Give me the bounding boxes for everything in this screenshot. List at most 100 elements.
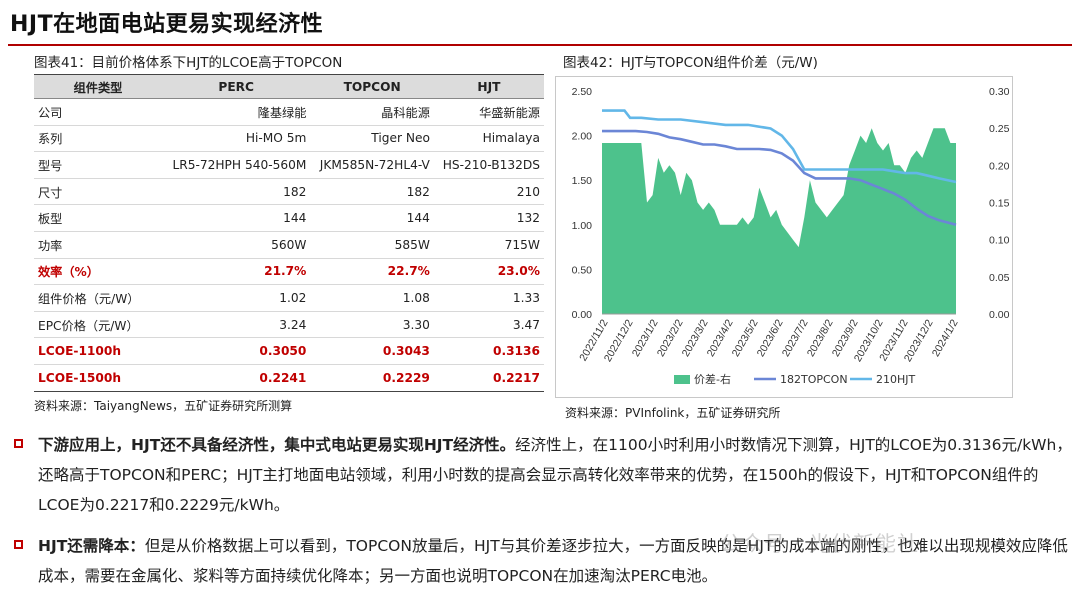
table-cell: 隆基绿能 — [162, 98, 311, 126]
table-cell: 560W — [162, 231, 311, 259]
title-divider — [8, 44, 1072, 46]
table-cell: 1.08 — [310, 284, 434, 312]
table-cell: 22.7% — [310, 258, 434, 286]
table-cell: Hi-MO 5m — [162, 125, 311, 153]
y-right-tick-label: 0.20 — [989, 160, 1010, 172]
table-row: 尺寸 182 182 210 — [34, 178, 544, 206]
y-left-tick-label: 2.00 — [572, 131, 593, 143]
bullet-1: 下游应用上，HJT还不具备经济性，集中式电站更易实现HJT经济性。经济性上，在1… — [14, 430, 1073, 520]
table-cell: Himalaya — [433, 125, 544, 153]
table-cell: 0.2241 — [162, 364, 311, 392]
table-row: 公司 隆基绿能 晶科能源 华盛新能源 — [34, 98, 544, 126]
table-cell: 0.2229 — [310, 364, 434, 392]
row-label: 功率 — [34, 231, 162, 259]
table-cell: 585W — [310, 231, 434, 259]
legend-entry-label: 价差-右 — [694, 372, 731, 386]
table-source: 资料来源：TaiyangNews，五矿证券研究所测算 — [34, 398, 293, 413]
table-cell: 182 — [310, 178, 434, 206]
table-row: LCOE-1500h 0.2241 0.2229 0.2217 — [34, 364, 544, 392]
row-label: LCOE-1500h — [34, 364, 162, 392]
bullet-2-bold: HJT还需降本： — [38, 537, 145, 555]
table-cell: 0.3043 — [310, 337, 434, 365]
table-header-row: 组件类型 PERC TOPCON HJT — [34, 74, 544, 99]
table-header: TOPCON — [310, 74, 434, 99]
y-right-tick-label: 0.25 — [989, 123, 1010, 135]
table-cell: 21.7% — [162, 258, 311, 286]
table-cell: Tiger Neo — [310, 125, 434, 153]
table-cell: 132 — [433, 204, 544, 232]
table-cell: 3.30 — [310, 311, 434, 339]
table-row: 板型 144 144 132 — [34, 204, 544, 232]
table-row: 功率 560W 585W 715W — [34, 231, 544, 259]
table-row: 型号 LR5-72HPH 540-560M JKM585N-72HL4-V HS-21… — [34, 151, 544, 179]
chart-source: 资料来源：PVInfolink，五矿证券研究所 — [565, 406, 781, 420]
table-row: 组件价格（元/W） 1.02 1.08 1.33 — [34, 284, 544, 312]
row-label: 组件价格（元/W） — [34, 284, 162, 312]
row-label: 型号 — [34, 151, 162, 179]
table-cell: 23.0% — [433, 258, 544, 286]
bullet-1-bold: 下游应用上，HJT还不具备经济性，集中式电站更易实现HJT经济性。 — [38, 436, 516, 454]
row-label: 板型 — [34, 204, 162, 232]
table-cell: 1.02 — [162, 284, 311, 312]
table-cell: 182 — [162, 178, 311, 206]
y-right-tick-label: 0.15 — [989, 198, 1010, 210]
row-label: EPC价格（元/W） — [34, 311, 162, 339]
table-header: HJT — [433, 74, 544, 99]
legend-entry-label: 182TOPCON — [780, 373, 848, 386]
bullet-2-text: 但是从价格数据上可以看到，TOPCON放量后，HJT与其价差逐步拉大，一方面反映… — [38, 537, 1068, 585]
bullet-square-icon — [14, 540, 23, 549]
spec-table: 组件类型 PERC TOPCON HJT 公司 隆基绿能 晶科能源 华盛新能源 系列 Hi… — [34, 74, 544, 392]
bullet-2: HJT还需降本：但是从价格数据上可以看到，TOPCON放量后，HJT与其价差逐步… — [14, 531, 1073, 591]
table-cell: LR5-72HPH 540-560M — [162, 151, 311, 179]
table-cell: JKM585N-72HL4-V — [310, 151, 434, 179]
table-cell: 0.2217 — [433, 364, 544, 392]
y-right-tick-label: 0.05 — [989, 272, 1010, 284]
legend-entry-label: 210HJT — [876, 373, 916, 386]
table-body: 公司 隆基绿能 晶科能源 华盛新能源 系列 Hi-MO 5m Tiger Neo Himala… — [34, 98, 544, 392]
table-cell: 3.24 — [162, 311, 311, 339]
table-row: 系列 Hi-MO 5m Tiger Neo Himalaya — [34, 125, 544, 153]
table-cell: HS-210-B132DS — [433, 151, 544, 179]
y-left-tick-label: 0.00 — [572, 309, 593, 321]
row-label: 公司 — [34, 98, 162, 126]
row-label: 系列 — [34, 125, 162, 153]
table-cell: 晶科能源 — [310, 98, 434, 126]
y-left-tick-label: 1.00 — [572, 220, 593, 232]
row-label: LCOE-1100h — [34, 337, 162, 365]
table-cell: 1.33 — [433, 284, 544, 312]
table-cell: 0.3050 — [162, 337, 311, 365]
table-header: PERC — [162, 74, 311, 99]
table-cell: 210 — [433, 178, 544, 206]
row-label: 尺寸 — [34, 178, 162, 206]
table-row: LCOE-1100h 0.3050 0.3043 0.3136 — [34, 337, 544, 365]
row-label: 效率（%） — [34, 258, 162, 286]
table-row: EPC价格（元/W） 3.24 3.30 3.47 — [34, 311, 544, 339]
bullet-square-icon — [14, 439, 23, 448]
series-area-spread — [602, 128, 956, 314]
y-right-tick-label: 0.30 — [989, 86, 1010, 98]
watermark: 公众号 · 光伏新能社 — [720, 532, 920, 556]
table-cell: 144 — [310, 204, 434, 232]
bullet-1-text: 经济性上，在1100小时利用小时数情况下测算，HJT的LCOE为0.3136元/… — [38, 436, 1072, 514]
y-left-tick-label: 2.50 — [572, 86, 593, 98]
table-header: 组件类型 — [34, 74, 162, 99]
table-figure: 图表41：目前价格体系下HJT的LCOE高于TOPCON 组件类型 PERC T… — [34, 52, 546, 414]
table-cell: 华盛新能源 — [433, 98, 544, 126]
legend-swatch — [674, 375, 690, 384]
table-cell: 3.47 — [433, 311, 544, 339]
table-cell: 0.3136 — [433, 337, 544, 365]
series-line-2 — [602, 109, 957, 184]
table-row: 效率（%） 21.7% 22.7% 23.0% — [34, 258, 544, 286]
page-title: HJT在地面电站更易实现经济性 — [10, 12, 324, 37]
table-cell: 715W — [433, 231, 544, 259]
y-right-tick-label: 0.10 — [989, 235, 1010, 247]
chart-caption: 图表42：HJT与TOPCON组件价差（元/W) — [563, 55, 818, 71]
chart-frame: 0.00 0.50 1.00 1.50 2.00 2.50 0.00 0.05 0.10 0.15… — [555, 76, 1013, 398]
table-caption: 图表41：目前价格体系下HJT的LCOE高于TOPCON — [34, 55, 343, 71]
y-left-tick-label: 1.50 — [572, 175, 593, 187]
table-cell: 144 — [162, 204, 311, 232]
y-left-tick-label: 0.50 — [572, 264, 593, 276]
series-line-1 — [602, 129, 957, 227]
chart-figure: 图表42：HJT与TOPCON组件价差（元/W) — [563, 52, 1003, 74]
price-spread-chart: 0.00 0.50 1.00 1.50 2.00 2.50 0.00 0.05 0.10 0.15… — [572, 86, 1010, 386]
